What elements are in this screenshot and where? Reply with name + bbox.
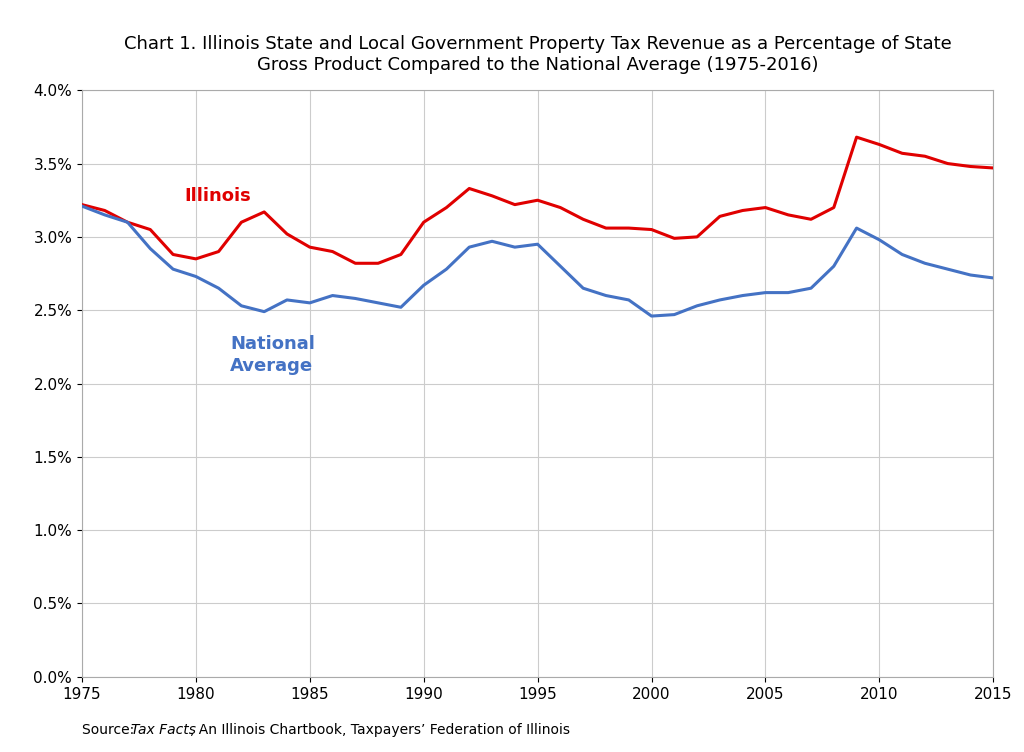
Text: Illinois: Illinois bbox=[184, 186, 251, 205]
Text: , An Illinois Chartbook, Taxpayers’ Federation of Illinois: , An Illinois Chartbook, Taxpayers’ Fede… bbox=[190, 723, 570, 737]
Title: Chart 1. Illinois State and Local Government Property Tax Revenue as a Percentag: Chart 1. Illinois State and Local Govern… bbox=[124, 35, 951, 74]
Text: National
Average: National Average bbox=[230, 335, 315, 375]
Text: Source:: Source: bbox=[82, 723, 138, 737]
Text: Tax Facts: Tax Facts bbox=[131, 723, 196, 737]
